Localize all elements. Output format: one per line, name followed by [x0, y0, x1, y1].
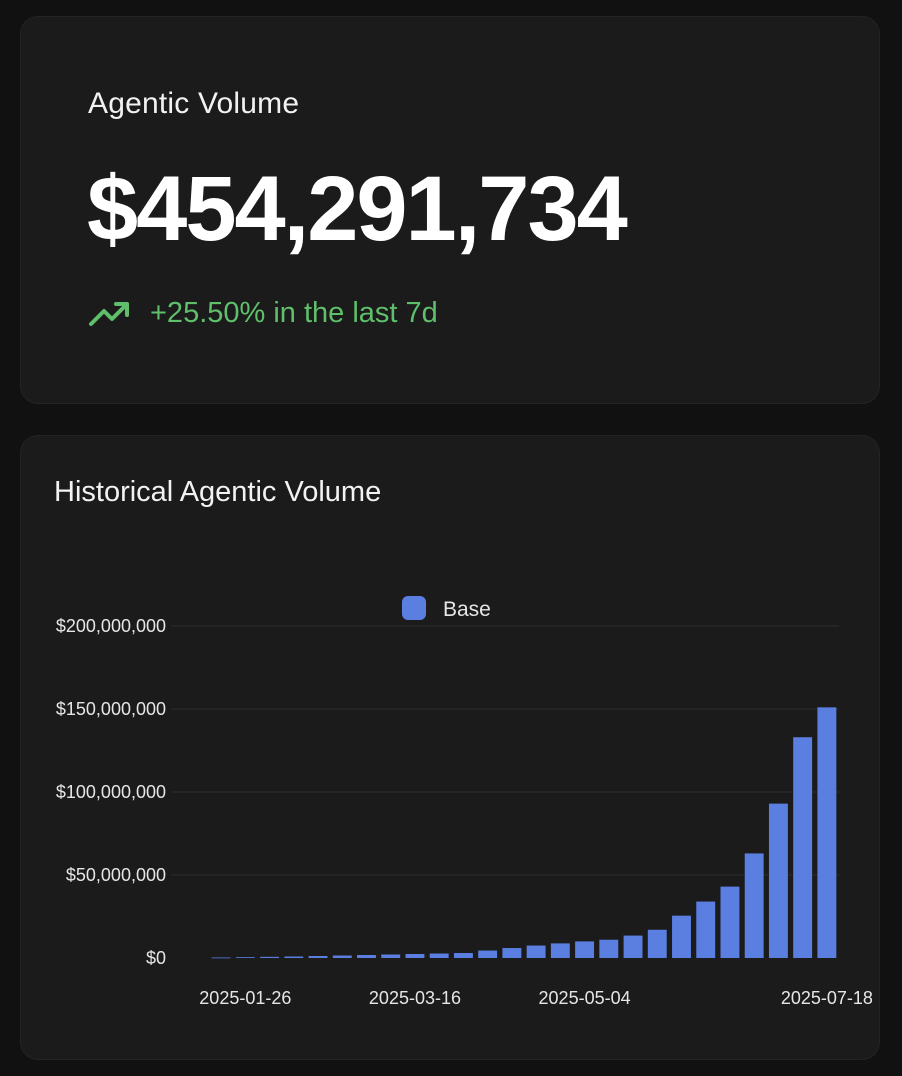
x-tick-label: 2025-03-16 — [369, 988, 461, 1008]
bar[interactable] — [308, 956, 328, 958]
x-tick-label: 2025-07-18 — [781, 988, 873, 1008]
legend-swatch[interactable] — [402, 596, 426, 620]
change-text: +25.50% in the last 7d — [150, 297, 438, 329]
bar[interactable] — [284, 956, 304, 958]
trending-up-icon — [89, 301, 129, 326]
bar[interactable] — [817, 707, 837, 958]
bar[interactable] — [793, 737, 813, 958]
legend[interactable]: Base — [402, 596, 491, 621]
bar[interactable] — [550, 943, 570, 958]
bar[interactable] — [647, 929, 667, 958]
legend-label[interactable]: Base — [443, 598, 491, 621]
historical-volume-chart: $0 $50,000,000 $100,000,000 $150,000,000 $20… — [56, 596, 873, 1008]
bar[interactable] — [211, 957, 231, 959]
bar[interactable] — [260, 956, 280, 958]
bar[interactable] — [575, 941, 595, 958]
y-tick-label: $100,000,000 — [56, 782, 166, 802]
bar[interactable] — [332, 955, 352, 958]
bar[interactable] — [453, 953, 473, 958]
volume-value: $454,291,734 — [87, 158, 628, 260]
bar[interactable] — [672, 915, 691, 958]
bar[interactable] — [381, 954, 401, 958]
bar[interactable] — [405, 954, 425, 958]
bar[interactable] — [478, 950, 498, 958]
bars — [211, 707, 837, 959]
bar[interactable] — [357, 955, 376, 958]
bar[interactable] — [623, 935, 643, 958]
bar[interactable] — [599, 939, 619, 958]
volume-label: Agentic Volume — [88, 87, 300, 120]
bar[interactable] — [502, 948, 522, 958]
y-tick-label: $200,000,000 — [56, 616, 166, 636]
x-tick-label: 2025-01-26 — [199, 988, 291, 1008]
grid-layer — [171, 625, 839, 876]
y-tick-label: $150,000,000 — [56, 699, 166, 719]
agentic-volume-card: Agentic Volume $454,291,734 +25.50% in t… — [20, 16, 880, 404]
chart-title: Historical Agentic Volume — [54, 476, 382, 508]
x-tick-label: 2025-05-04 — [539, 988, 631, 1008]
bar[interactable] — [744, 853, 764, 958]
bar[interactable] — [768, 803, 788, 958]
historical-volume-card: Historical Agentic Volume $0 $50,000,000 $… — [20, 435, 880, 1060]
y-tick-label: $50,000,000 — [66, 865, 166, 885]
x-axis-ticks: 2025-01-26 2025-03-16 2025-05-04 2025-07-18 — [199, 988, 873, 1008]
bar[interactable] — [720, 886, 740, 958]
bar[interactable] — [235, 957, 255, 958]
bar[interactable] — [696, 901, 716, 958]
change-row: +25.50% in the last 7d — [88, 297, 438, 330]
bar[interactable] — [429, 953, 449, 958]
y-tick-label: $0 — [146, 948, 166, 968]
y-axis-ticks: $0 $50,000,000 $100,000,000 $150,000,000 $20… — [56, 616, 166, 968]
bar[interactable] — [526, 945, 546, 958]
